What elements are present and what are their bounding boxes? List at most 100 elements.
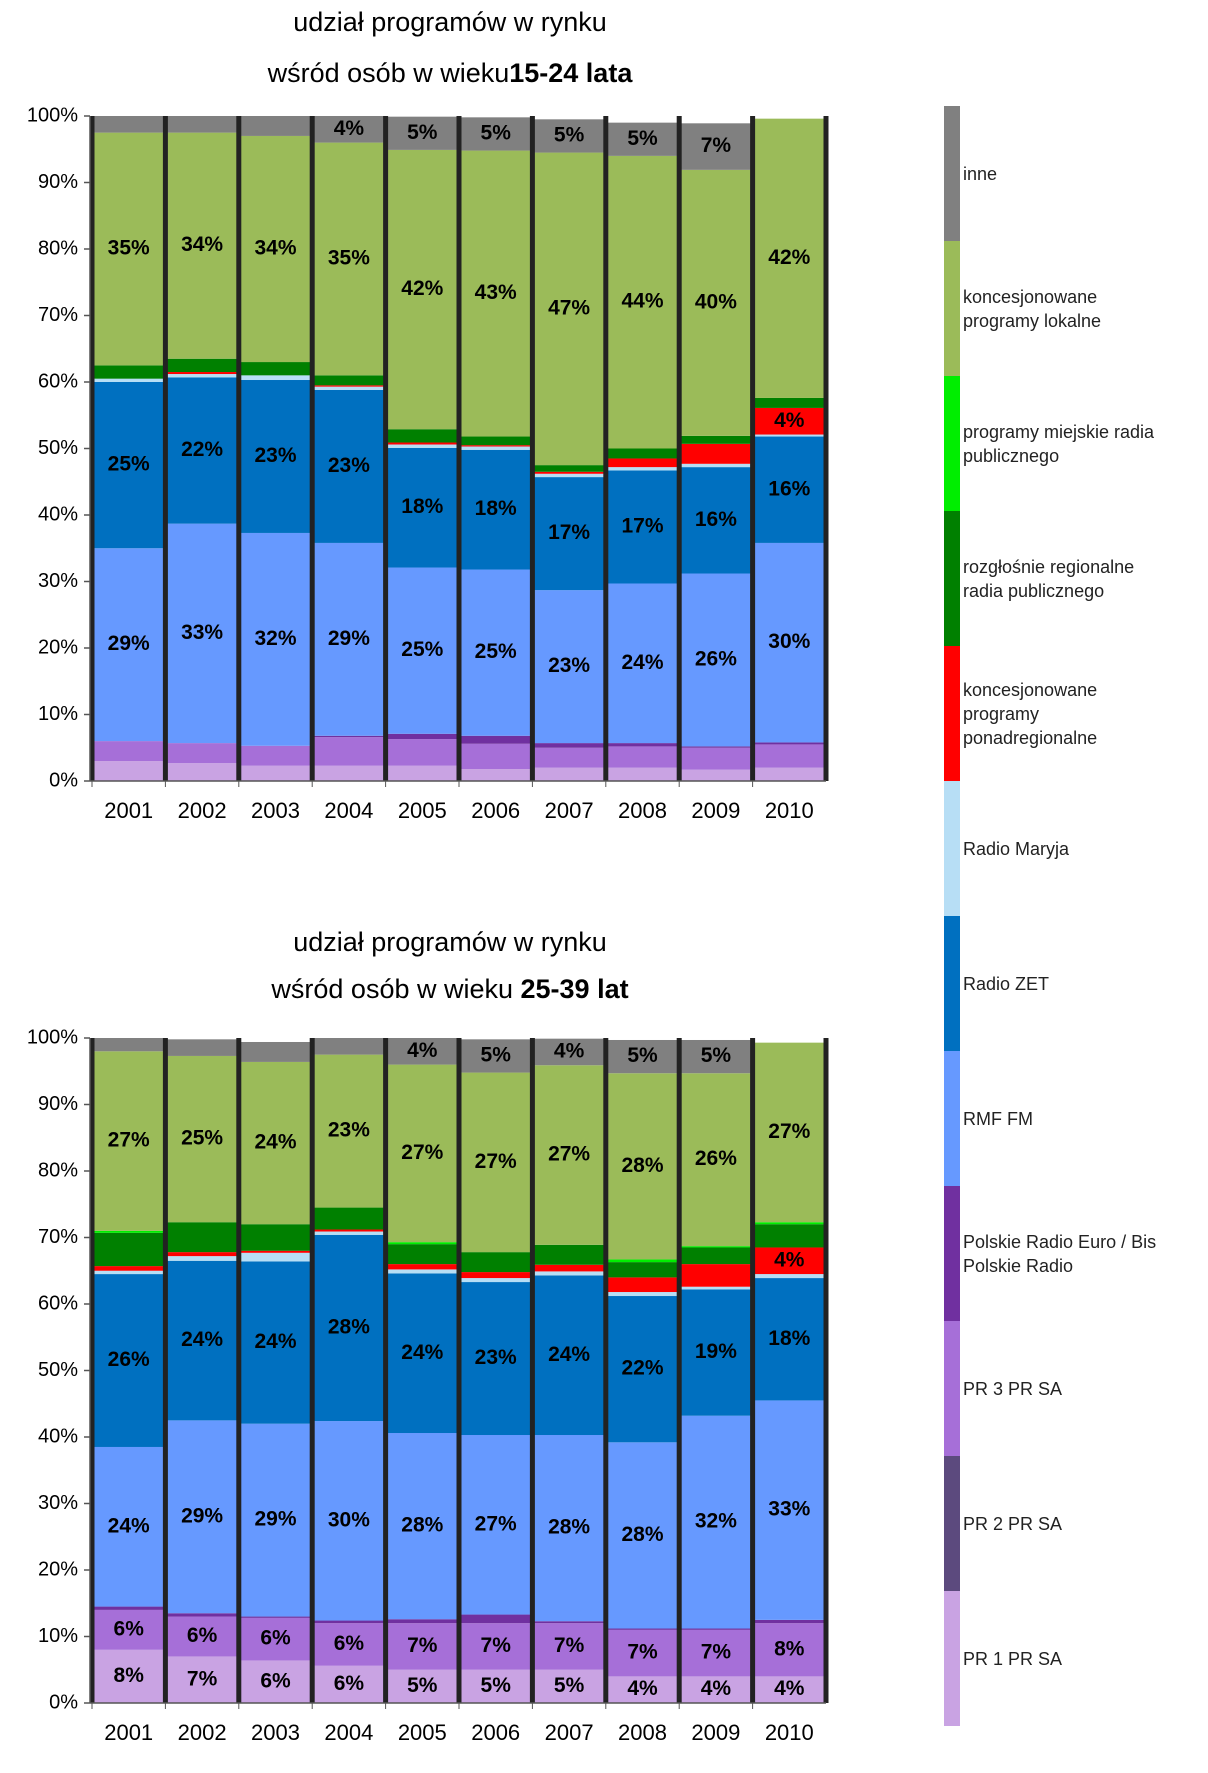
legend-swatch [944,781,960,916]
bar-segment [238,135,313,363]
x-tick-label: 2009 [691,1720,740,1745]
bar-segment [238,765,313,781]
bar-segment [679,573,753,747]
bar-segment [605,1039,680,1074]
data-label: 4% [407,1039,438,1062]
bar-segment [312,1665,386,1703]
bar-segment [679,169,753,436]
legend-item: koncesjonowane programy lokalne [944,241,1204,376]
bar-segment [605,1442,680,1629]
x-tick-label: 2004 [324,1720,373,1745]
bar-segment [605,1259,680,1263]
bar-segment [238,1261,313,1424]
data-label: 8% [774,1637,805,1660]
data-label: 22% [621,1357,663,1380]
data-label: 28% [328,1315,370,1338]
legend-item: PR 1 PR SA [944,1591,1204,1726]
legend-item: PR 3 PR SA [944,1321,1204,1456]
data-label: 44% [621,290,663,313]
bar-segment [385,1619,459,1624]
x-tick-label: 2009 [691,798,740,823]
bar-segment [605,743,680,747]
x-tick-label: 2007 [545,1720,594,1745]
legend-label: koncesjonowane programy lokalne [963,286,1102,331]
bar-segment [92,1270,166,1275]
data-label: 5% [627,1044,658,1067]
bar-segment [165,1616,239,1657]
bar-segment [532,1038,606,1066]
data-label: 35% [108,237,150,260]
y-tick-label: 80% [38,237,78,259]
y-tick-label: 10% [38,703,78,725]
bar-segment [459,1272,533,1279]
bar-segment [312,765,386,781]
bar-segment [459,1282,533,1436]
bar-segment [312,1620,386,1624]
bar-segment [92,1606,166,1610]
bar-segment [312,385,386,387]
data-label: 25% [181,1127,223,1150]
data-label: 7% [701,1641,732,1664]
bar-segment [459,1039,533,1073]
bar-segment [752,1676,826,1703]
subtitle-bold: 25-39 lat [521,974,629,1004]
data-label: 23% [475,1346,517,1369]
x-tick-label: 2003 [251,798,300,823]
data-label: 47% [548,296,590,319]
legend-swatch [944,106,960,241]
bar-segment [532,1621,606,1624]
data-label: 16% [695,508,737,531]
legend-swatch [944,646,960,781]
x-tick-label: 2005 [398,1720,447,1745]
bar-segment [679,1039,753,1074]
data-label: 34% [254,237,296,260]
chart-subtitle: wśród osób w wieku 25-39 lat [270,974,628,1004]
bar-segment [459,150,533,437]
bar-segment [679,747,753,770]
x-tick-label: 2010 [765,1720,814,1745]
chart: udział programów w rynku wśród osób w wie… [27,927,829,1745]
x-tick-label: 2010 [765,798,814,823]
data-label: 29% [254,1508,296,1531]
chart-title: udział programów w rynku [293,7,607,37]
data-label: 29% [181,1504,223,1527]
bar-segment [532,477,606,591]
data-label: 5% [481,122,512,145]
bar-segment [459,1072,533,1253]
bar-segment [752,542,826,743]
data-label: 28% [548,1516,590,1539]
bar-segment [312,142,386,376]
legend-label: koncesjonowane programy ponadregionalne [963,679,1098,748]
bar-segment [165,1613,239,1617]
bar-segment [752,1400,826,1620]
bar-segment [312,386,386,390]
legend-item: inne [944,106,1204,241]
bar-segment [605,1628,680,1630]
bar-segment [679,1415,753,1629]
chart: udział programów w rynku wśród osób w wie… [27,7,829,823]
data-label: 23% [254,444,296,467]
bar-segment [752,744,826,768]
bar-segment [532,1275,606,1436]
bar-segment [605,467,680,471]
bar-segment [679,1247,753,1265]
bar-segment [385,447,459,568]
bar-segment [605,767,680,781]
legend-label: Radio Maryja [963,838,1070,859]
data-label: 19% [695,1340,737,1363]
y-tick-label: 50% [38,1359,78,1381]
bar-segment [312,1234,386,1422]
bar-segment [532,465,606,472]
data-label: 42% [768,246,810,269]
bar-segment [605,1073,680,1260]
bar-segment [238,1250,313,1253]
data-label: 35% [328,247,370,270]
bar-segment [679,1289,753,1416]
subtitle-text: wśród osób w wieku [267,58,510,88]
bar-segment [312,116,386,143]
bar-segment [532,747,606,768]
data-label: 43% [475,281,517,304]
bar-segment [92,1038,166,1052]
bar-segment [385,567,459,734]
